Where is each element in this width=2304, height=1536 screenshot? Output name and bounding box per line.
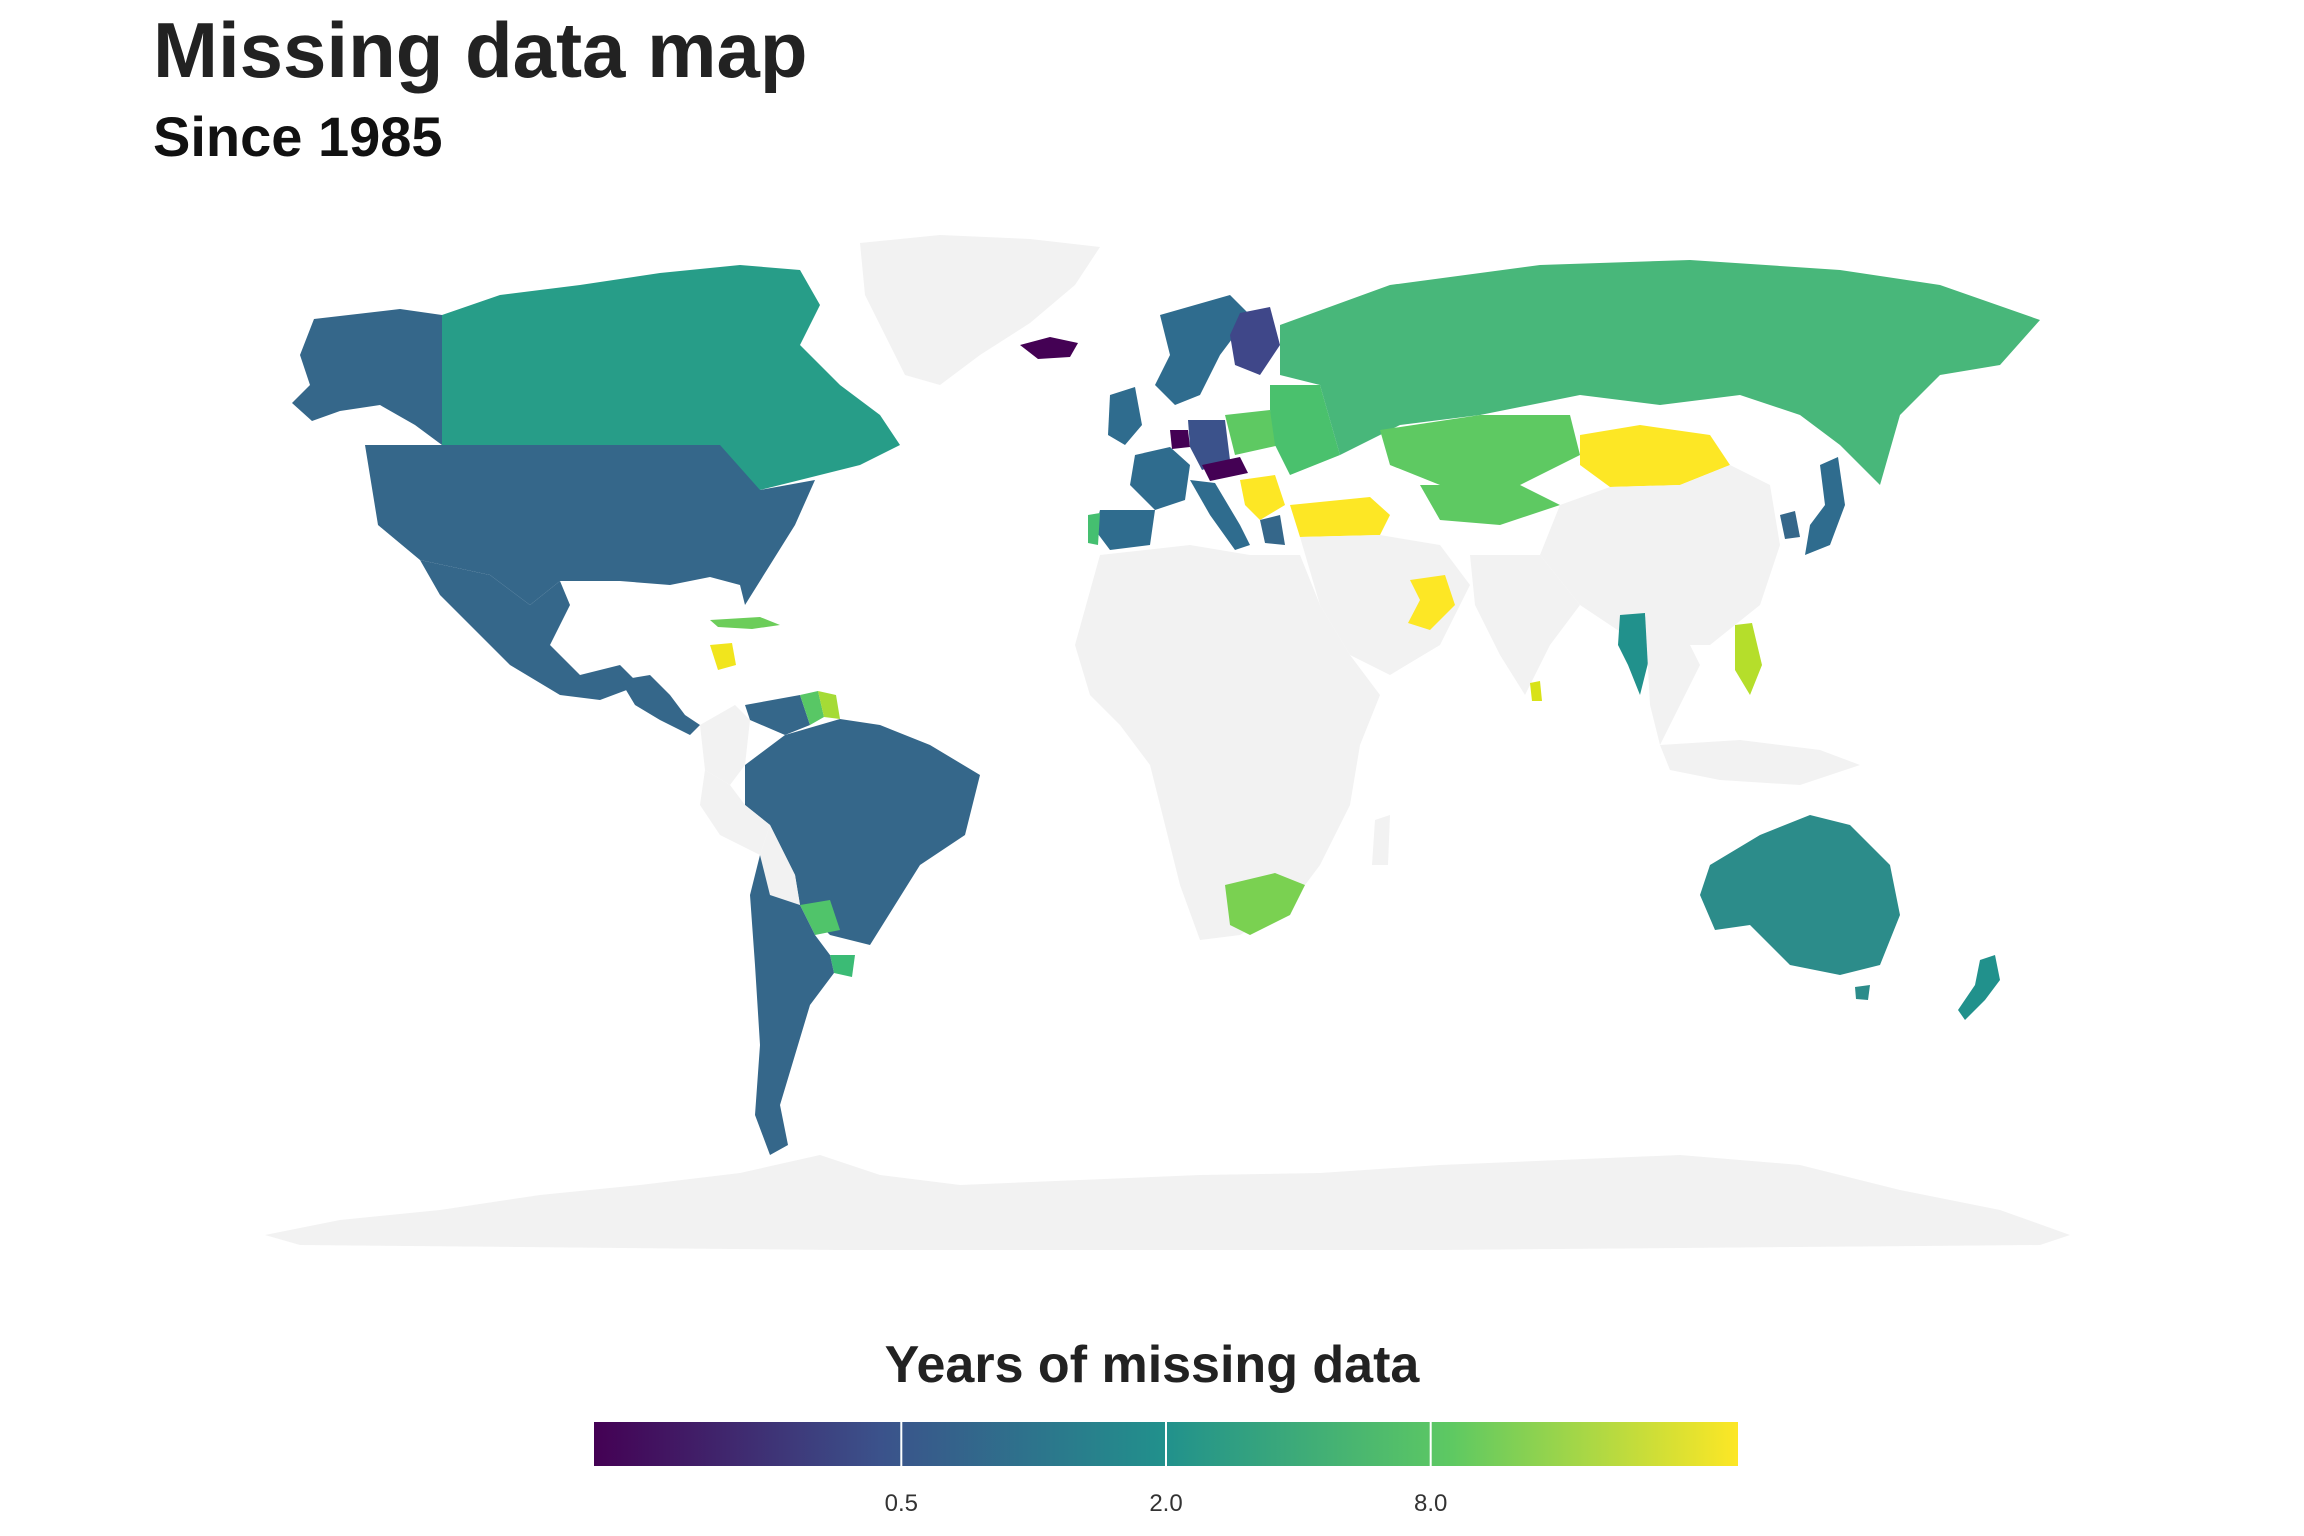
world-map — [265, 235, 2070, 1250]
region-argentina-chile — [750, 855, 834, 1155]
region-bolivia — [760, 825, 800, 905]
region-canada — [442, 265, 900, 495]
region-alaska — [292, 309, 442, 445]
legend-title: Years of missing data — [884, 1336, 1420, 1394]
region-middle-east — [1300, 535, 1470, 675]
region-south-africa — [1225, 873, 1305, 935]
region-central-america — [620, 675, 700, 735]
region-oman-uae — [1408, 575, 1455, 630]
region-uruguay — [830, 955, 855, 977]
region-kazakhstan — [1380, 415, 1580, 485]
region-spain — [1095, 510, 1155, 550]
page-title: Missing data map — [153, 6, 808, 94]
page-subtitle: Since 1985 — [153, 105, 443, 168]
region-mexico — [420, 560, 640, 700]
legend-tick-label: 8.0 — [1414, 1490, 1448, 1517]
region-africa — [1075, 545, 1380, 940]
legend-tick-label: 0.5 — [884, 1490, 918, 1517]
region-greenland — [860, 235, 1100, 385]
region-france — [1130, 447, 1190, 510]
region-paraguay — [800, 900, 840, 935]
region-balkans — [1240, 475, 1285, 520]
region-mongolia — [1580, 425, 1730, 487]
region-korea — [1780, 511, 1800, 539]
region-finland — [1230, 307, 1280, 375]
region-iceland — [1020, 337, 1078, 359]
region-southeast-asia — [1645, 613, 1700, 745]
region-colombia — [700, 705, 750, 785]
region-russia — [1280, 260, 2040, 485]
legend-tick-label: 2.0 — [1149, 1490, 1183, 1517]
region-philippines — [1735, 623, 1762, 695]
region-new-zealand — [1958, 955, 2000, 1020]
region-japan — [1805, 457, 1845, 555]
region-eastern-europe — [1270, 385, 1340, 475]
region-germany — [1188, 420, 1230, 470]
region-peru — [700, 770, 770, 855]
region-suriname — [818, 691, 840, 719]
legend-colorbar — [594, 1422, 1738, 1466]
region-indonesia — [1660, 740, 1860, 785]
region-caribbean — [710, 617, 780, 629]
region-central-asia — [1420, 485, 1560, 525]
region-uk — [1108, 387, 1142, 445]
region-tasmania — [1855, 985, 1870, 1000]
region-usa — [365, 445, 815, 605]
region-antarctica — [265, 1155, 2070, 1250]
region-portugal — [1088, 513, 1100, 545]
region-venezuela — [745, 695, 810, 735]
region-madagascar — [1372, 815, 1390, 865]
region-italy — [1190, 480, 1250, 550]
region-south-asia — [1470, 555, 1580, 695]
region-turkey — [1290, 497, 1390, 537]
region-thailand — [1618, 613, 1650, 695]
region-guyana — [800, 691, 824, 725]
region-brazil — [745, 719, 980, 945]
region-china — [1540, 465, 1780, 645]
region-honduras — [710, 643, 736, 670]
legend-tick-marks — [900, 1422, 1432, 1466]
region-benelux — [1170, 430, 1190, 449]
region-scandinavia — [1155, 295, 1250, 405]
region-austria — [1202, 457, 1248, 481]
region-sri-lanka — [1530, 681, 1542, 701]
region-australia — [1700, 815, 1900, 975]
region-poland — [1225, 410, 1280, 455]
region-greece — [1260, 515, 1285, 545]
